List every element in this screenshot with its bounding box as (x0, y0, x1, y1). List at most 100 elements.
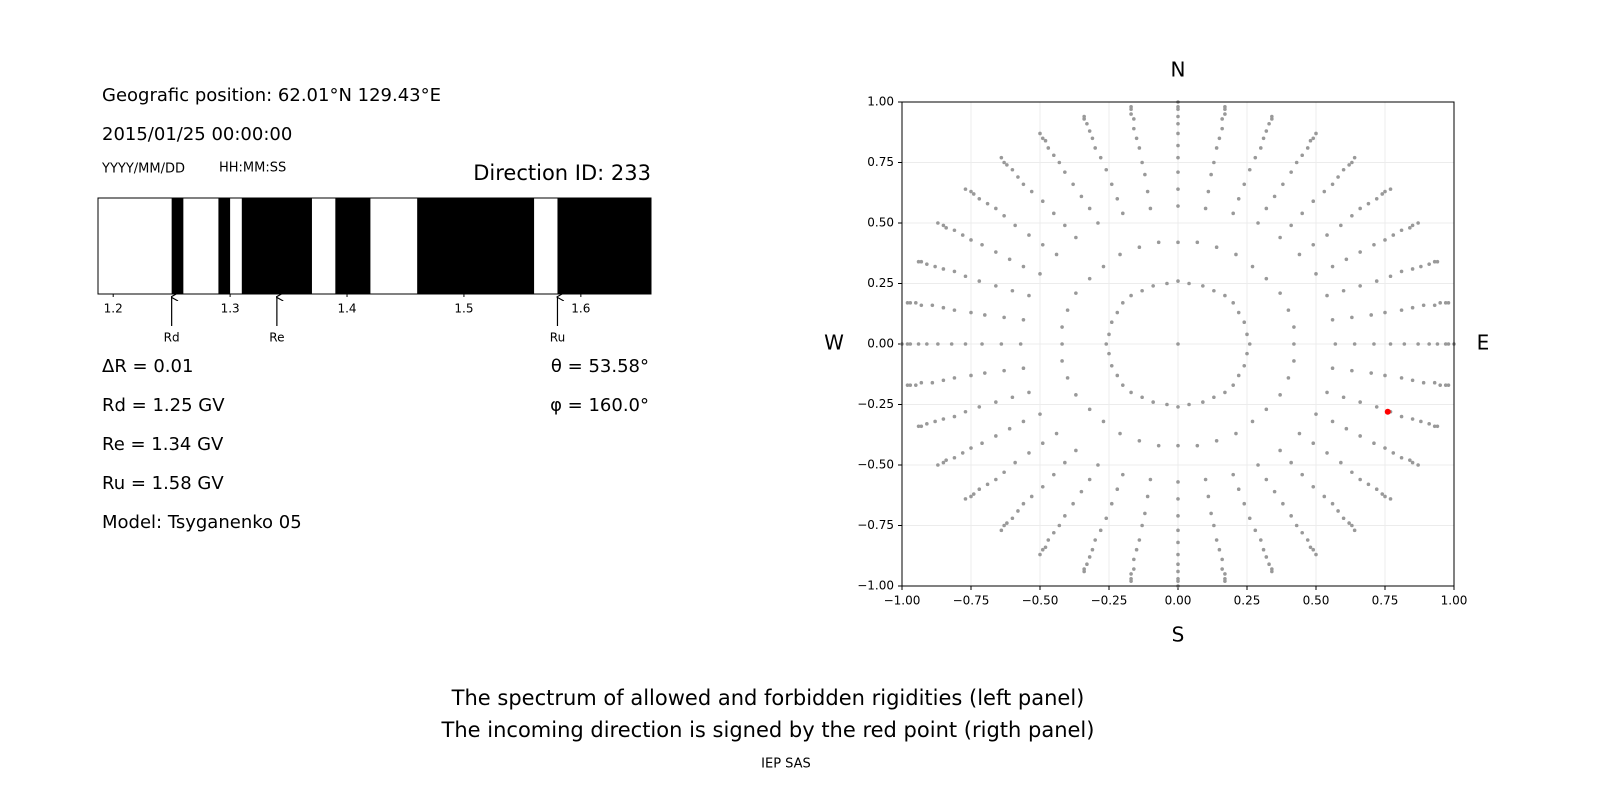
point (1021, 501, 1026, 506)
point (1311, 441, 1316, 446)
point (916, 259, 921, 264)
point (1369, 313, 1373, 317)
point (1236, 197, 1241, 201)
point (1148, 477, 1153, 482)
point (1087, 276, 1092, 281)
y-tick-label: 0.25 (867, 276, 894, 290)
point (1242, 501, 1247, 506)
point (1217, 547, 1222, 552)
y-tick-label: −0.25 (857, 397, 894, 411)
parameter: θ = 53.58° (551, 356, 649, 377)
compass-label: S (1172, 623, 1185, 647)
point (1090, 136, 1095, 141)
point (1176, 528, 1180, 533)
point (1292, 359, 1296, 363)
point (1082, 569, 1086, 574)
point (969, 373, 973, 378)
point (1165, 402, 1169, 407)
point (1435, 424, 1440, 429)
point (1027, 293, 1031, 298)
point (1259, 538, 1263, 542)
point (1358, 477, 1362, 482)
point (914, 383, 918, 387)
point (1352, 528, 1357, 533)
point (1214, 245, 1219, 249)
point (952, 376, 957, 380)
point (969, 310, 973, 315)
point (944, 226, 948, 230)
point (1410, 417, 1415, 421)
point (930, 303, 935, 308)
point (1176, 114, 1180, 119)
point (1118, 431, 1122, 436)
point (1132, 557, 1136, 562)
point (1314, 552, 1318, 557)
x-tick-label: −0.50 (1022, 594, 1059, 608)
point (1231, 211, 1235, 216)
point (1082, 114, 1086, 119)
point (1018, 342, 1023, 346)
point (1352, 155, 1357, 160)
point (1245, 332, 1249, 337)
point (933, 419, 937, 424)
point (1325, 451, 1329, 455)
point (1358, 206, 1362, 211)
point (1402, 342, 1407, 346)
point (1264, 206, 1269, 211)
point (1383, 373, 1387, 378)
point (1151, 400, 1155, 404)
point (1029, 494, 1034, 499)
point (1063, 170, 1067, 174)
point (1388, 342, 1393, 346)
point (1372, 441, 1376, 446)
point (936, 342, 940, 346)
point (1264, 555, 1269, 559)
point (1264, 477, 1269, 482)
point (1344, 257, 1349, 262)
point (1027, 233, 1031, 237)
point (1129, 390, 1133, 395)
point (1140, 288, 1144, 293)
point (1341, 288, 1346, 293)
point (1013, 460, 1017, 465)
point (977, 197, 982, 201)
point (1399, 455, 1404, 460)
point (1065, 308, 1070, 312)
point (1410, 267, 1415, 271)
x-tick-label: 1.6 (571, 302, 590, 316)
point (1002, 368, 1006, 373)
point (980, 342, 984, 346)
point (1027, 451, 1031, 455)
point (1140, 523, 1144, 528)
point (1176, 105, 1180, 109)
point (1065, 376, 1070, 380)
point (1151, 284, 1155, 288)
point (1209, 172, 1213, 177)
point (1176, 514, 1180, 518)
point (1145, 494, 1150, 499)
point (1121, 211, 1125, 216)
point (1242, 320, 1247, 325)
point (1052, 211, 1056, 216)
point (1344, 426, 1349, 431)
point (1267, 121, 1271, 126)
point (941, 223, 946, 228)
point (1427, 342, 1431, 346)
point (1341, 516, 1346, 521)
point (1236, 487, 1241, 492)
point (919, 380, 924, 385)
point (971, 492, 976, 496)
parameter: ΔR = 0.01 (102, 356, 193, 377)
point (1029, 189, 1034, 194)
point (1021, 264, 1026, 269)
point (1272, 489, 1277, 494)
point (977, 405, 982, 409)
point (1242, 182, 1247, 187)
x-tick-label: −0.75 (953, 594, 990, 608)
point (1040, 199, 1045, 204)
point (1021, 419, 1026, 424)
point (1043, 545, 1048, 550)
point (1206, 189, 1211, 194)
point (1261, 547, 1266, 552)
point (1267, 562, 1271, 567)
